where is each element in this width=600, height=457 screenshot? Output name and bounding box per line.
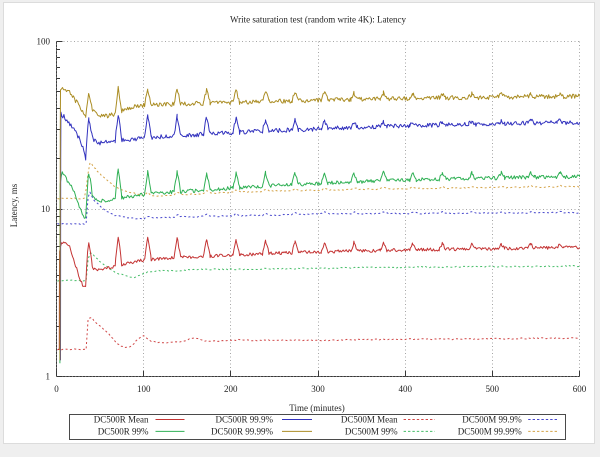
svg-text:0: 0 (54, 384, 59, 394)
svg-text:400: 400 (398, 384, 412, 394)
svg-text:500: 500 (486, 384, 500, 394)
svg-text:DC500M 99%: DC500M 99% (345, 427, 398, 437)
svg-text:DC500R 99.99%: DC500R 99.99% (211, 427, 274, 437)
svg-text:DC500M 99.9%: DC500M 99.9% (462, 415, 522, 425)
svg-text:200: 200 (224, 384, 238, 394)
svg-text:Write saturation test (random: Write saturation test (random write 4K):… (230, 15, 407, 25)
svg-text:100: 100 (37, 37, 51, 47)
svg-text:DC500M 99.99%: DC500M 99.99% (458, 427, 523, 437)
svg-text:10: 10 (41, 204, 51, 214)
svg-text:DC500R 99.9%: DC500R 99.9% (215, 415, 273, 425)
svg-text:100: 100 (137, 384, 151, 394)
svg-text:1: 1 (46, 372, 51, 382)
svg-text:300: 300 (311, 384, 325, 394)
svg-text:DC500R Mean: DC500R Mean (94, 415, 149, 425)
svg-text:DC500R 99%: DC500R 99% (98, 427, 149, 437)
svg-text:Time (minutes): Time (minutes) (289, 403, 344, 413)
svg-text:Latency, ms: Latency, ms (9, 183, 19, 227)
svg-text:600: 600 (573, 384, 587, 394)
svg-text:DC500M Mean: DC500M Mean (341, 415, 398, 425)
